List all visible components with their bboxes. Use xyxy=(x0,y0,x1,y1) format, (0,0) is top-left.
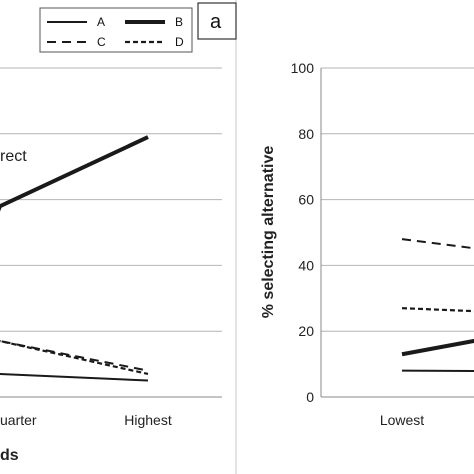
panel-label-box xyxy=(197,2,237,40)
legend-label-c: C xyxy=(97,35,106,49)
y-tick-label: 40 xyxy=(298,257,314,273)
series-line-a xyxy=(0,372,149,382)
series-line-a xyxy=(401,369,474,372)
series-line-b xyxy=(0,135,149,212)
y-tick-label: 80 xyxy=(298,126,314,142)
series-line-b xyxy=(401,338,474,357)
x-tick-label-lowest: Lowest xyxy=(380,412,424,428)
right-gridlines xyxy=(321,67,474,332)
left-annotation: rect xyxy=(0,148,27,165)
right-series-lines xyxy=(401,238,474,372)
y-axis-label: % selecting alternative xyxy=(260,146,277,319)
left-x-axis-label: ds xyxy=(0,447,19,464)
legend: A B C D xyxy=(47,15,184,49)
panel-label: a xyxy=(210,11,222,33)
left-gridlines xyxy=(0,67,222,332)
legend-label-b: B xyxy=(175,15,183,29)
left-x-tick-label: Highest xyxy=(124,412,172,428)
legend-label-a: A xyxy=(97,15,105,29)
series-line-d xyxy=(0,339,149,376)
y-tick-label: 20 xyxy=(298,323,314,339)
y-tick-label: 100 xyxy=(291,60,315,76)
y-tick-label: 0 xyxy=(306,389,314,405)
series-line-c xyxy=(0,339,149,372)
y-tick-labels: 0 20 40 60 80 100 xyxy=(291,60,315,405)
series-line-d xyxy=(401,307,474,313)
left-x-tick-label: uarter xyxy=(0,412,37,428)
y-tick-label: 60 xyxy=(298,192,314,208)
legend-label-d: D xyxy=(175,35,184,49)
legend-box xyxy=(39,7,193,53)
series-line-c xyxy=(401,238,474,250)
left-series-lines xyxy=(0,135,149,382)
